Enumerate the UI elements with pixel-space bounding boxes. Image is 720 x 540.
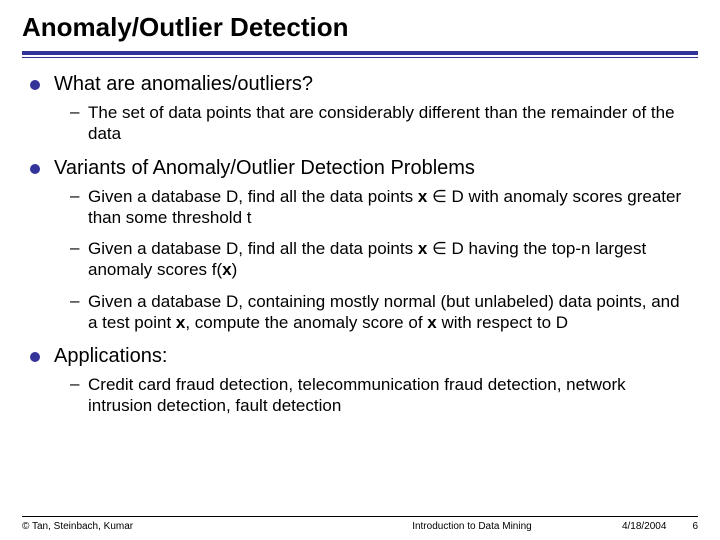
bullet-icon	[30, 164, 40, 174]
bullet-2a: – Given a database D, find all the data …	[70, 186, 684, 229]
footer-copyright: © Tan, Steinbach, Kumar	[22, 521, 322, 532]
bullet-icon	[30, 80, 40, 90]
bullet-1-text: What are anomalies/outliers?	[54, 73, 313, 96]
footer-page-number: 6	[692, 521, 698, 532]
bullet-1a-text: The set of data points that are consider…	[88, 102, 684, 145]
slide-title: Anomaly/Outlier Detection	[22, 12, 698, 43]
bullet-3-text: Applications:	[54, 345, 167, 368]
bullet-icon	[30, 352, 40, 362]
dash-icon: –	[70, 374, 82, 394]
slide-footer: © Tan, Steinbach, Kumar Introduction to …	[0, 516, 720, 532]
bullet-2: Variants of Anomaly/Outlier Detection Pr…	[24, 157, 696, 180]
bullet-1: What are anomalies/outliers?	[24, 73, 696, 96]
bullet-2b: – Given a database D, find all the data …	[70, 238, 684, 281]
bullet-3a: – Credit card fraud detection, telecommu…	[70, 374, 684, 417]
dash-icon: –	[70, 186, 82, 206]
title-underline	[22, 51, 698, 59]
footer-divider	[22, 516, 698, 517]
slide-container: Anomaly/Outlier Detection What are anoma…	[0, 0, 720, 540]
footer-title: Introduction to Data Mining	[322, 521, 622, 532]
bullet-2-text: Variants of Anomaly/Outlier Detection Pr…	[54, 157, 475, 180]
bullet-2a-text: Given a database D, find all the data po…	[88, 186, 684, 229]
dash-icon: –	[70, 238, 82, 258]
bullet-3a-text: Credit card fraud detection, telecommuni…	[88, 374, 684, 417]
bullet-2b-text: Given a database D, find all the data po…	[88, 238, 684, 281]
slide-body: What are anomalies/outliers? – The set o…	[22, 73, 698, 417]
dash-icon: –	[70, 291, 82, 311]
bullet-2c-text: Given a database D, containing mostly no…	[88, 291, 684, 334]
bullet-3: Applications:	[24, 345, 696, 368]
bullet-1a: – The set of data points that are consid…	[70, 102, 684, 145]
bullet-2c: – Given a database D, containing mostly …	[70, 291, 684, 334]
dash-icon: –	[70, 102, 82, 122]
footer-date: 4/18/2004	[622, 521, 667, 532]
